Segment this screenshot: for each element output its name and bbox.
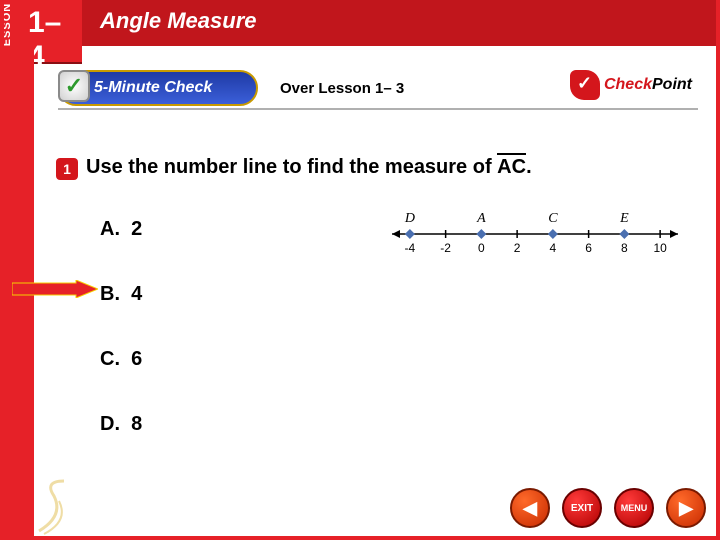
question-text: Use the number line to find the measure …: [86, 156, 532, 179]
svg-text:4: 4: [550, 241, 557, 255]
next-button[interactable]: ▶: [666, 488, 706, 528]
number-line: -4 -2 0 2 4 6 8 10 D A C E: [380, 200, 690, 260]
question-segment: AC: [497, 156, 526, 179]
exit-label: EXIT: [571, 503, 593, 514]
answer-c[interactable]: C. 6: [100, 348, 142, 371]
divider: [58, 108, 698, 110]
exit-button[interactable]: EXIT: [562, 488, 602, 528]
answer-b[interactable]: B. 4: [100, 283, 142, 306]
next-arrow-icon: ▶: [679, 498, 693, 519]
answer-list: A. 2 B. 4 C. 6 D. 8: [100, 218, 142, 478]
checkmark-icon: ✓: [58, 70, 90, 102]
svg-text:2: 2: [514, 241, 521, 255]
prev-button[interactable]: ◀: [510, 488, 550, 528]
svg-text:-4: -4: [405, 241, 416, 255]
check-glyph: ✓: [65, 73, 83, 99]
checkpoint-point: Point: [652, 76, 692, 93]
menu-label: MENU: [621, 503, 648, 513]
correct-answer-arrow-icon: [12, 280, 98, 298]
checkpoint-badge: CheckPoint: [570, 70, 692, 100]
five-min-check-pill: ✓ 5-Minute Check: [58, 70, 258, 106]
answer-d[interactable]: D. 8: [100, 413, 142, 436]
question-bullet: 1: [56, 158, 78, 180]
over-lesson-label: Over Lesson 1– 3: [280, 80, 404, 97]
checkpoint-text: CheckPoint: [604, 76, 692, 94]
svg-text:10: 10: [653, 241, 667, 255]
svg-text:0: 0: [478, 241, 485, 255]
svg-text:A: A: [476, 211, 486, 226]
svg-text:D: D: [404, 211, 415, 226]
svg-text:8: 8: [621, 241, 628, 255]
answer-a[interactable]: A. 2: [100, 218, 142, 241]
question-pre: Use the number line to find the measure …: [86, 156, 497, 178]
prev-arrow-icon: ◀: [523, 498, 537, 519]
svg-text:6: 6: [585, 241, 592, 255]
svg-text:E: E: [619, 211, 629, 226]
svg-text:C: C: [548, 211, 558, 226]
checkpoint-check: Check: [604, 76, 652, 93]
checkpoint-icon: [570, 70, 600, 100]
menu-button[interactable]: MENU: [614, 488, 654, 528]
decorative-swirl: [34, 476, 74, 536]
svg-text:-2: -2: [440, 241, 451, 255]
pill-label: 5-Minute Check: [94, 79, 212, 97]
question-post: .: [526, 156, 532, 178]
